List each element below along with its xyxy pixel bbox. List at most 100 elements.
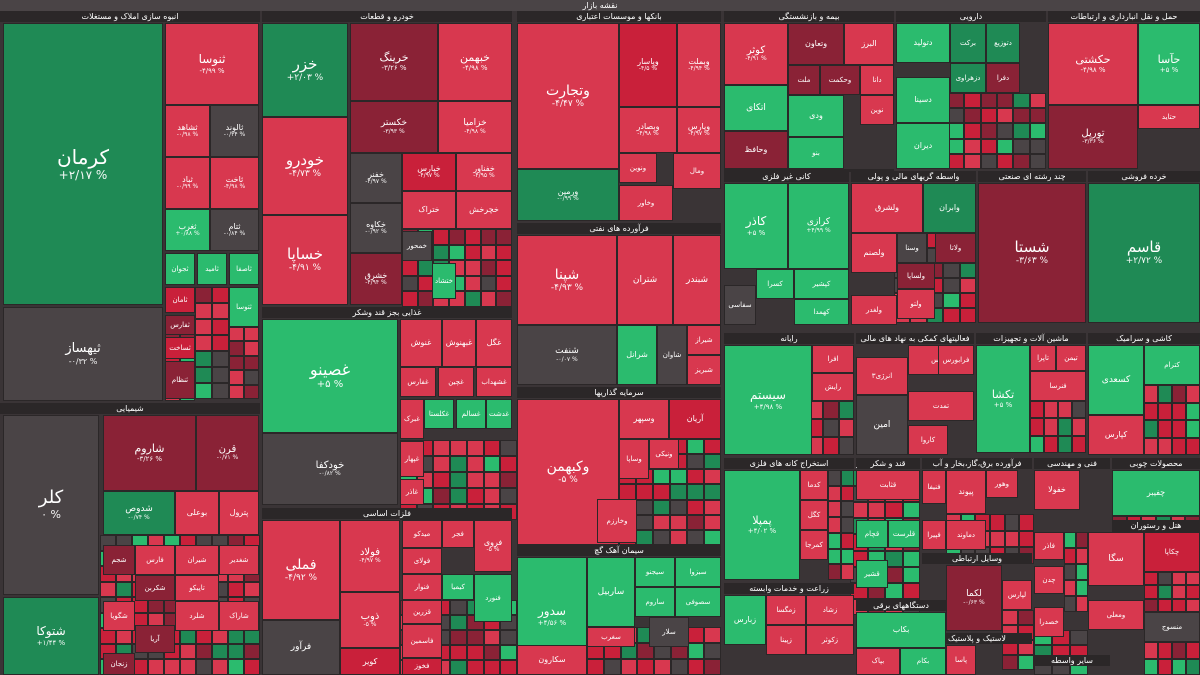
stock-tile[interactable]: ثیهساز -۰/۳۲ % <box>3 307 163 401</box>
stock-tile[interactable]: ثفارس <box>165 315 195 335</box>
stock-tile[interactable]: ثامید <box>197 253 227 285</box>
stock-tile[interactable]: وحکمت <box>820 65 860 95</box>
stock-tile[interactable]: وتجارت -۴/۴۷ % <box>517 23 619 169</box>
stock-tile[interactable]: ولساپا <box>897 263 935 289</box>
stock-tile[interactable]: فولای <box>402 548 442 574</box>
stock-tile[interactable]: تورپل -۳/۳۶ % <box>1048 105 1138 169</box>
stock-tile[interactable]: قثابت <box>856 470 920 500</box>
stock-tile[interactable]: فخوز <box>402 658 442 675</box>
stock-tile[interactable]: دتوزیع <box>986 23 1020 63</box>
stock-tile[interactable]: وابران <box>923 183 976 233</box>
stock-tile[interactable]: سلار <box>649 617 689 647</box>
stock-tile[interactable]: ثالوند -۰/۳۴ % <box>210 105 259 157</box>
stock-tile[interactable]: کویر <box>340 648 400 675</box>
stock-tile[interactable]: غکلستا <box>424 399 454 429</box>
stock-tile[interactable]: افرا <box>812 345 854 373</box>
stock-tile[interactable]: دزهراوی <box>950 63 986 93</box>
stock-tile[interactable]: فاذر <box>1034 532 1064 560</box>
stock-tile[interactable]: شلرد <box>175 601 219 631</box>
stock-tile[interactable]: ملت <box>788 65 820 95</box>
stock-tile[interactable]: شکربن <box>135 575 175 601</box>
stock-tile[interactable]: ولتو <box>897 289 935 319</box>
stock-tile[interactable]: کپارس <box>1088 415 1144 455</box>
stock-tile[interactable]: خرینگ -۳/۲۶ % <box>350 23 438 101</box>
stock-tile[interactable]: شیران <box>175 545 219 575</box>
stock-tile[interactable]: دیران <box>896 123 950 169</box>
stock-tile[interactable]: میدکو <box>402 520 442 548</box>
stock-tile[interactable]: خبهمن -۴/۹۸ % <box>438 23 512 101</box>
stock-tile[interactable]: ولشرق <box>851 183 923 233</box>
stock-tile[interactable]: غاذر <box>400 479 424 505</box>
stock-tile[interactable]: قزرین <box>402 600 442 624</box>
stock-tile[interactable]: وپارس -۴/۹۷ % <box>677 107 721 153</box>
stock-tile[interactable]: ثشاهد -۰/۹۸ % <box>165 105 210 157</box>
stock-tile[interactable]: خودکفا -۰/۸۲ % <box>262 433 398 505</box>
stock-tile[interactable]: کیمیا <box>442 574 474 600</box>
stock-tile[interactable]: بکاب <box>856 612 946 648</box>
stock-tile[interactable]: کدما <box>800 470 828 500</box>
stock-tile[interactable]: ثغرب +۰/۸۸ % <box>165 209 210 251</box>
stock-tile[interactable]: وخارزم <box>597 499 637 543</box>
stock-tile[interactable]: حآسا +۵ % <box>1138 23 1200 105</box>
stock-tile[interactable]: خساپا -۴/۹۱ % <box>262 215 348 305</box>
stock-tile[interactable]: ساربیل <box>587 557 635 627</box>
stock-tile[interactable]: دانا <box>860 65 894 95</box>
stock-tile[interactable]: زکوثر <box>806 625 854 655</box>
stock-tile[interactable]: فرابورس <box>938 345 974 375</box>
stock-tile[interactable]: ثنظام <box>165 361 195 399</box>
stock-tile[interactable]: شپنا -۴/۹۳ % <box>517 235 617 325</box>
stock-tile[interactable]: فنیفا <box>922 470 946 504</box>
stock-tile[interactable]: کاروا <box>908 425 948 455</box>
stock-tile[interactable]: غبرک <box>400 399 424 439</box>
stock-tile[interactable]: سگا <box>1088 532 1144 586</box>
stock-tile[interactable]: خکستر -۳/۹۳ % <box>350 101 438 153</box>
stock-tile[interactable]: شاروم -۳/۲۶ % <box>103 415 196 491</box>
stock-tile[interactable]: کترام <box>1144 345 1200 385</box>
stock-tile[interactable]: ثباد -۰/۹۹ % <box>165 157 210 209</box>
stock-tile[interactable]: فنرسا <box>1030 371 1086 401</box>
stock-tile[interactable]: سکارون <box>517 645 587 675</box>
stock-tile[interactable]: غبهنوش <box>442 319 476 367</box>
stock-tile[interactable]: خزامیا -۴/۹۸ % <box>438 101 512 153</box>
stock-tile[interactable]: کسرا <box>756 269 794 299</box>
stock-tile[interactable]: انرژی۳ <box>856 357 908 395</box>
stock-tile[interactable]: زمگسا <box>766 595 806 625</box>
stock-tile[interactable]: تیمن <box>1056 345 1086 371</box>
stock-tile[interactable]: پیوند <box>946 470 986 514</box>
stock-tile[interactable]: شاوان <box>657 325 687 385</box>
stock-tile[interactable]: ورمین -۰/۹۹ % <box>517 169 619 221</box>
stock-tile[interactable]: قرن -۰/۷۱ % <box>196 415 259 491</box>
stock-tile[interactable]: دسینا <box>896 77 950 123</box>
stock-tile[interactable]: غچین <box>438 367 474 397</box>
stock-tile[interactable]: چفیبر <box>1112 470 1200 516</box>
stock-tile[interactable]: زنجان <box>103 653 135 675</box>
stock-tile[interactable]: غدشت <box>486 399 512 429</box>
stock-tile[interactable]: خچرخش <box>456 191 512 229</box>
stock-tile[interactable]: ودی <box>788 95 844 137</box>
stock-tile[interactable]: کپشیر <box>794 269 849 299</box>
stock-tile[interactable]: ثاصفا <box>229 253 259 285</box>
stock-tile[interactable]: وتعاون <box>788 23 844 65</box>
stock-tile[interactable]: ذوب -۵ % <box>340 592 400 648</box>
stock-tile[interactable]: تمدت <box>908 391 974 421</box>
stock-tile[interactable]: تاپیکو <box>175 575 219 601</box>
stock-tile[interactable]: سفاسی <box>724 285 756 325</box>
stock-tile[interactable]: پمپلا +۴/۰۲ % <box>724 470 800 580</box>
stock-tile[interactable]: غنوش <box>400 319 442 367</box>
stock-tile[interactable]: فرآور <box>262 620 340 675</box>
stock-tile[interactable]: وسپهر <box>619 399 669 439</box>
stock-tile[interactable]: ثتام -۰/۸۴ % <box>210 209 259 251</box>
stock-tile[interactable]: خپارس -۴/۹۷ % <box>402 153 456 191</box>
stock-tile[interactable]: سغرب <box>587 627 635 647</box>
stock-tile[interactable]: بپاک <box>856 648 900 675</box>
stock-tile[interactable]: کگل <box>800 500 828 530</box>
stock-tile[interactable]: قاسم +۲/۷۲ % <box>1088 183 1200 323</box>
stock-tile[interactable]: قلرست <box>888 520 920 548</box>
stock-tile[interactable]: ونوین <box>619 153 657 183</box>
stock-tile[interactable]: ختراک <box>402 191 456 229</box>
stock-tile[interactable]: شرانل <box>617 325 657 385</box>
stock-tile[interactable]: آریان <box>669 399 721 439</box>
stock-tile[interactable]: حکشتی -۴/۹۸ % <box>1048 23 1138 105</box>
stock-tile[interactable]: شگویا <box>103 601 135 631</box>
stock-tile[interactable]: شبریز <box>687 355 721 385</box>
